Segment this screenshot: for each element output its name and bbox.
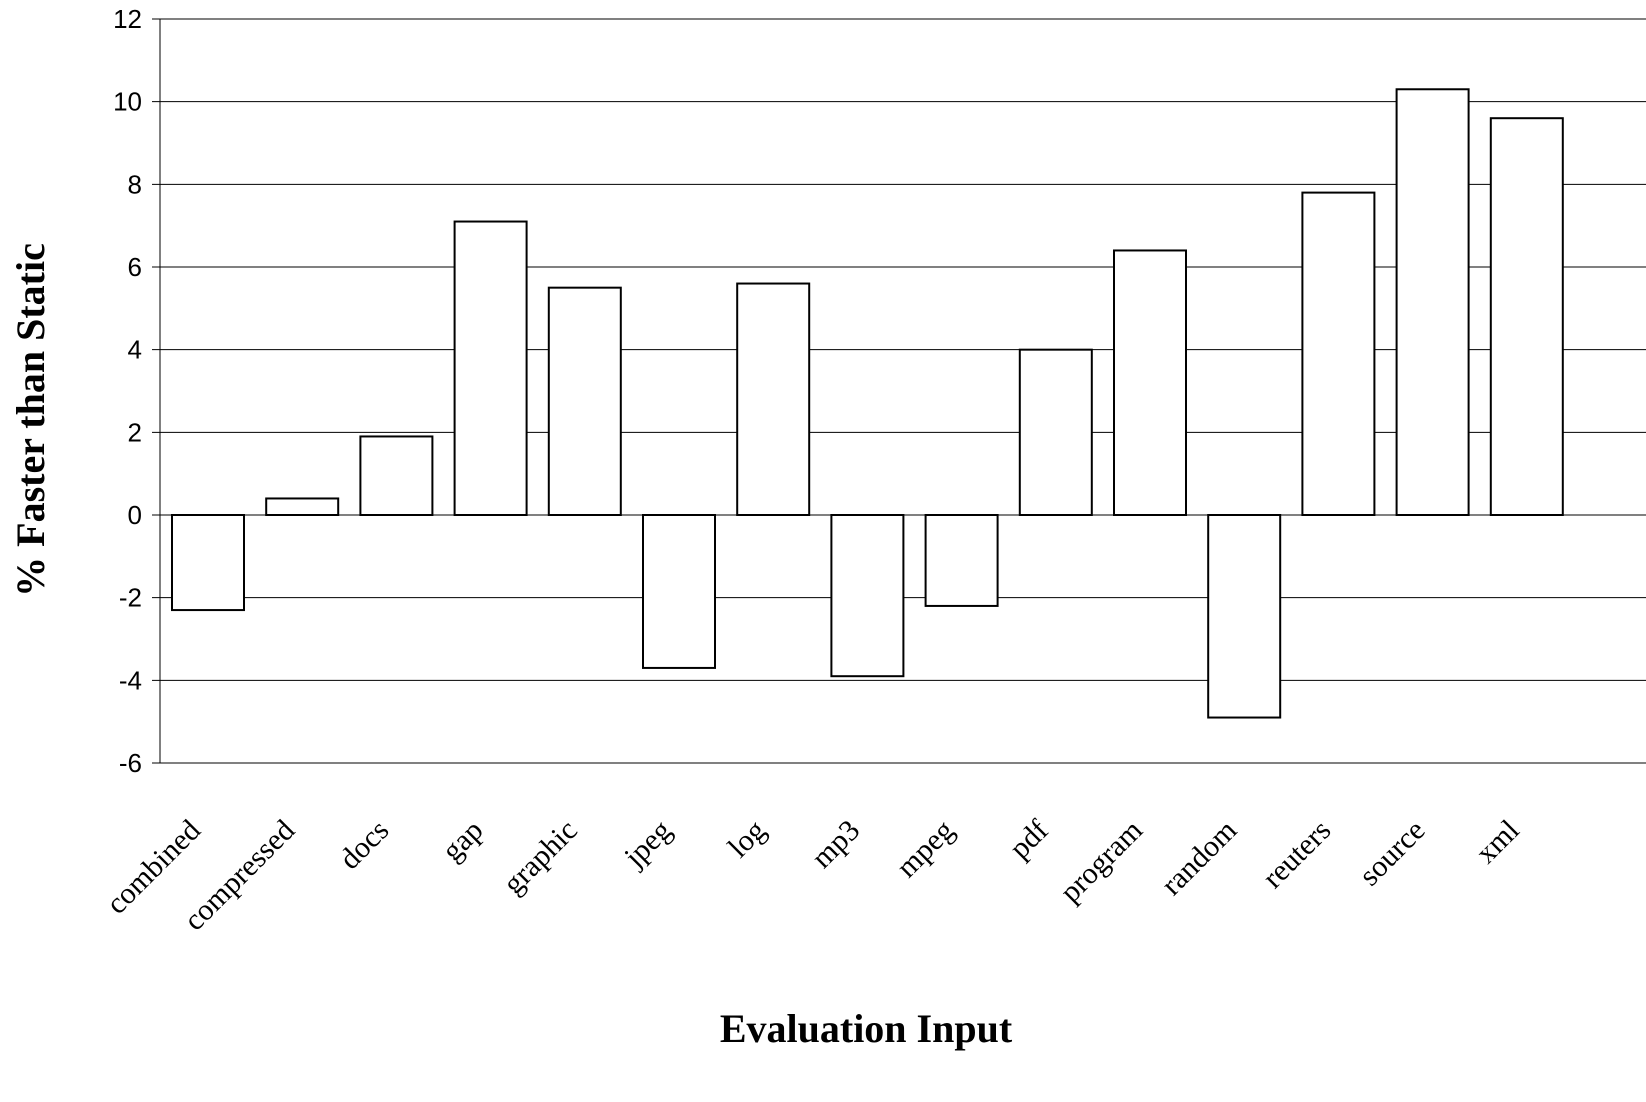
bar-reuters [1301, 191, 1376, 516]
bar-gap [453, 220, 528, 517]
bar-combined [171, 514, 245, 612]
x-category-label: mpeg [890, 814, 960, 884]
x-category-label: program [1054, 814, 1149, 909]
bar-compressed [265, 497, 340, 517]
y-tick-label: 0 [128, 500, 142, 530]
bar-pdf [1018, 348, 1093, 516]
y-tick-label: 8 [128, 169, 142, 199]
bar-log [736, 282, 811, 516]
y-tick-label: 2 [128, 417, 142, 447]
y-axis-title: % Faster than Static [8, 243, 53, 597]
y-tick-labels: -6 -4 -2 0 2 4 6 8 10 12 [113, 4, 142, 778]
bar-graphic [547, 286, 622, 516]
x-category-label: log [722, 814, 772, 864]
y-tick-label: 6 [128, 252, 142, 282]
x-category-label: reuters [1256, 814, 1337, 895]
bar-source [1395, 88, 1470, 517]
bar-docs [359, 435, 434, 517]
bars [171, 88, 1564, 719]
bar-xml [1489, 117, 1564, 516]
x-category-label: jpeg [617, 814, 678, 875]
y-tick-label: 12 [113, 4, 142, 34]
y-tick-label: -4 [119, 665, 142, 695]
x-category-label: mp3 [805, 814, 866, 875]
x-category-label: pdf [1003, 814, 1055, 866]
x-category-label: gap [436, 814, 490, 868]
x-category-label: xml [1469, 814, 1525, 870]
x-category-label: source [1353, 814, 1432, 893]
bar-program [1113, 249, 1187, 516]
bar-mp3 [830, 514, 905, 678]
x-category-label: docs [333, 814, 395, 876]
y-tick-label: -6 [119, 748, 142, 778]
y-tick-label: -2 [119, 583, 142, 613]
bar-mpeg [924, 514, 999, 607]
bar-jpeg [642, 514, 716, 669]
x-category-label: graphic [497, 814, 584, 901]
bar-random [1207, 514, 1282, 719]
x-category-label: random [1155, 814, 1243, 902]
y-tick-label: 4 [128, 335, 142, 365]
x-axis-title: Evaluation Input [720, 1006, 1013, 1051]
y-tick-label: 10 [113, 87, 142, 117]
